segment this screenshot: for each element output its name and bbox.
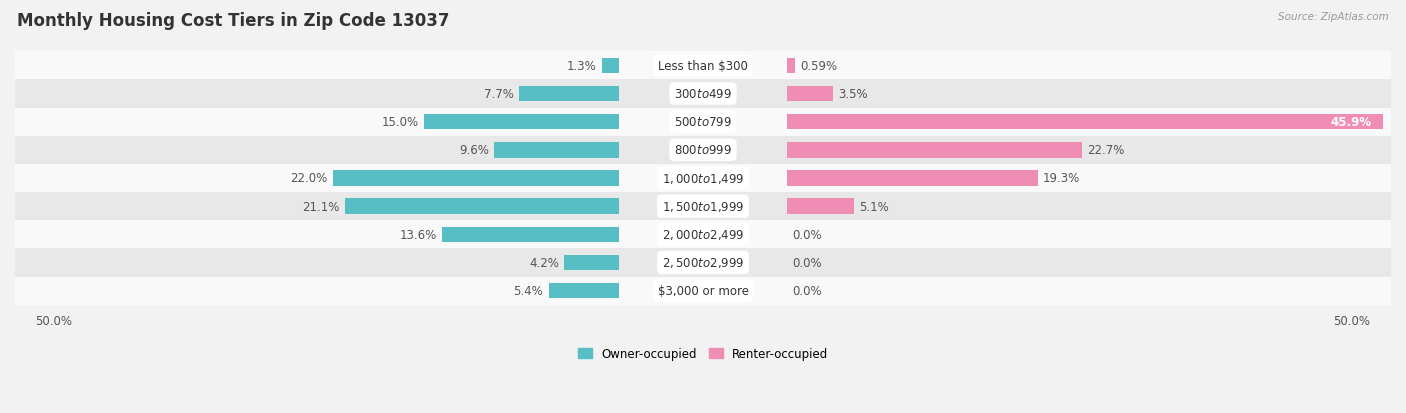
Legend: Owner-occupied, Renter-occupied: Owner-occupied, Renter-occupied bbox=[578, 347, 828, 360]
Text: $3,000 or more: $3,000 or more bbox=[658, 285, 748, 297]
Text: 45.9%: 45.9% bbox=[1330, 116, 1371, 129]
Bar bbox=[15, 52, 1391, 80]
Bar bbox=[441, 227, 619, 242]
Bar bbox=[787, 115, 1384, 130]
Bar bbox=[787, 59, 794, 74]
Bar bbox=[344, 199, 619, 214]
Text: $1,500 to $1,999: $1,500 to $1,999 bbox=[662, 199, 744, 214]
Bar bbox=[548, 283, 619, 299]
Text: Less than $300: Less than $300 bbox=[658, 60, 748, 73]
Text: 5.4%: 5.4% bbox=[513, 285, 543, 297]
Bar bbox=[15, 249, 1391, 277]
Bar bbox=[15, 108, 1391, 136]
Text: 15.0%: 15.0% bbox=[381, 116, 419, 129]
Text: $1,000 to $1,499: $1,000 to $1,499 bbox=[662, 171, 744, 185]
Bar bbox=[494, 143, 619, 158]
Bar bbox=[15, 80, 1391, 108]
Text: $2,500 to $2,999: $2,500 to $2,999 bbox=[662, 256, 744, 270]
Bar bbox=[602, 59, 619, 74]
Text: 0.59%: 0.59% bbox=[800, 60, 838, 73]
Text: 22.0%: 22.0% bbox=[291, 172, 328, 185]
Bar bbox=[15, 192, 1391, 221]
Text: $2,000 to $2,499: $2,000 to $2,499 bbox=[662, 228, 744, 242]
Text: Source: ZipAtlas.com: Source: ZipAtlas.com bbox=[1278, 12, 1389, 22]
Text: 0.0%: 0.0% bbox=[793, 256, 823, 269]
Bar bbox=[519, 87, 619, 102]
Bar bbox=[15, 221, 1391, 249]
Text: $500 to $799: $500 to $799 bbox=[673, 116, 733, 129]
Text: 19.3%: 19.3% bbox=[1043, 172, 1080, 185]
Bar bbox=[787, 87, 832, 102]
Text: 13.6%: 13.6% bbox=[399, 228, 437, 241]
Text: 4.2%: 4.2% bbox=[529, 256, 560, 269]
Text: Monthly Housing Cost Tiers in Zip Code 13037: Monthly Housing Cost Tiers in Zip Code 1… bbox=[17, 12, 450, 30]
Text: 0.0%: 0.0% bbox=[793, 285, 823, 297]
Text: 7.7%: 7.7% bbox=[484, 88, 513, 101]
Text: 21.1%: 21.1% bbox=[302, 200, 339, 213]
Text: 3.5%: 3.5% bbox=[838, 88, 868, 101]
Text: 1.3%: 1.3% bbox=[567, 60, 596, 73]
Text: 5.1%: 5.1% bbox=[859, 200, 889, 213]
Text: 0.0%: 0.0% bbox=[793, 228, 823, 241]
Bar bbox=[787, 171, 1038, 186]
Bar bbox=[787, 199, 853, 214]
Bar bbox=[787, 143, 1083, 158]
Bar bbox=[423, 115, 619, 130]
Bar bbox=[15, 136, 1391, 164]
Bar bbox=[564, 255, 619, 271]
Text: $800 to $999: $800 to $999 bbox=[673, 144, 733, 157]
Text: 9.6%: 9.6% bbox=[458, 144, 489, 157]
Bar bbox=[15, 164, 1391, 192]
Text: 22.7%: 22.7% bbox=[1087, 144, 1125, 157]
Bar bbox=[333, 171, 619, 186]
Text: $300 to $499: $300 to $499 bbox=[673, 88, 733, 101]
Bar bbox=[15, 277, 1391, 305]
